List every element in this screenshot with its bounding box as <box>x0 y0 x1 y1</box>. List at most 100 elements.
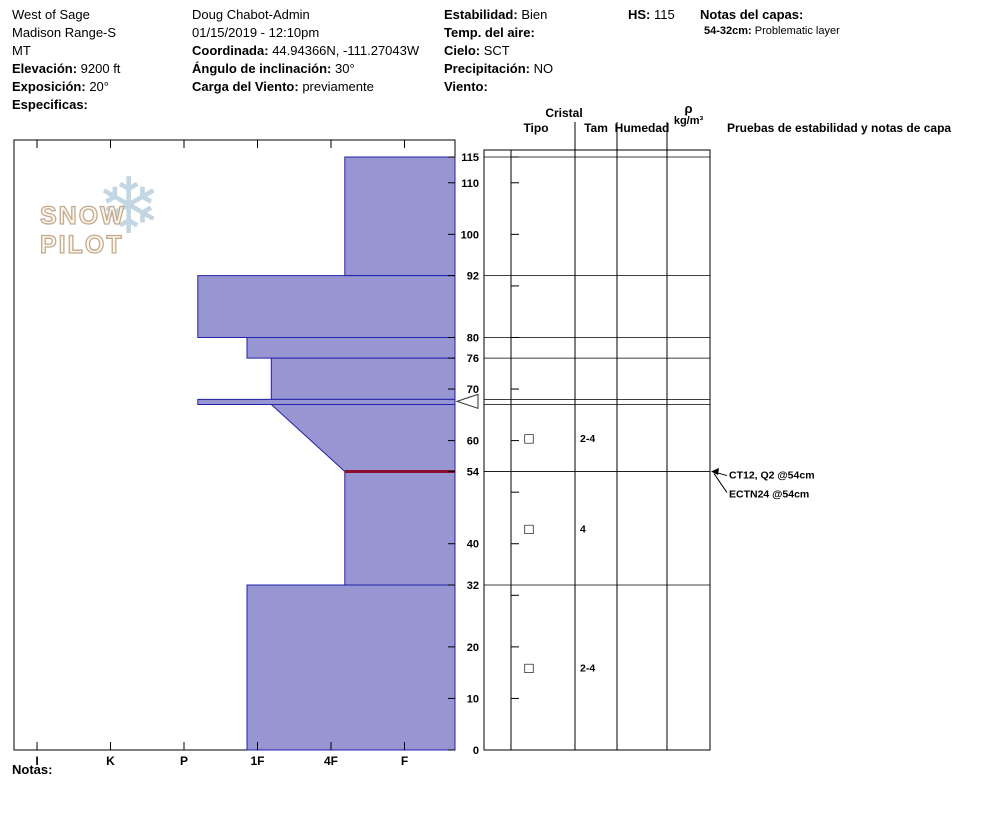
table-header-tam: Tam <box>584 121 608 135</box>
table-header-stability-tests: Pruebas de estabilidad y notas de capa <box>727 121 952 135</box>
grain-size-value: 2-4 <box>580 662 595 674</box>
depth-axis-label: 0 <box>473 745 479 757</box>
stability-test-label: CT12, Q2 @54cm <box>729 470 815 482</box>
grain-size-value: 4 <box>580 523 586 535</box>
hardness-axis-label: P <box>180 754 188 768</box>
snow-layer <box>270 357 456 400</box>
depth-axis-label: 60 <box>467 436 479 448</box>
specifics-row: Especificas: <box>12 96 120 114</box>
precip-value: NO <box>533 61 554 76</box>
grain-type-symbol: □ <box>523 431 534 445</box>
table-header-density-units: kg/m³ <box>673 115 704 127</box>
layer-note-row: 54-32cm: Problematic layer <box>700 24 840 39</box>
stability-label: Estabilidad: <box>444 7 518 22</box>
snow-layer <box>246 584 456 751</box>
wind-loading-label: Carga del Viento: <box>192 79 299 94</box>
snow-layer <box>197 398 456 405</box>
specifics-label: Especificas: <box>12 97 88 112</box>
depth-axis-label: 40 <box>467 539 479 551</box>
snow-layer <box>270 404 456 472</box>
snowpilot-logo: ❄ SNOW PILOT <box>38 162 203 273</box>
table-header-density-symbol: ρ <box>684 101 693 116</box>
layer-of-concern-arrow <box>455 393 479 410</box>
hs-value: 115 <box>654 7 675 22</box>
air-temp-label: Temp. del aire: <box>444 25 535 40</box>
sky-label: Cielo: <box>444 43 481 58</box>
notes-label: Notas: <box>12 762 53 777</box>
hardness-axis-label: I <box>35 754 38 768</box>
depth-axis-label: 54 <box>467 467 480 479</box>
wind-loading-value: previamente <box>302 79 374 94</box>
depth-axis-label: 80 <box>467 332 479 344</box>
grain-type-symbol: □ <box>523 521 534 535</box>
precip-row: Precipitación: NO <box>444 60 553 78</box>
wind-label: Viento: <box>444 79 488 94</box>
depth-axis-label: 32 <box>467 580 479 592</box>
table-header-tipo: Tipo <box>523 121 549 135</box>
pit-name: West of Sage <box>12 7 90 22</box>
table-header-cristal: Cristal <box>545 106 583 120</box>
hardness-axis-label: 1F <box>250 754 264 768</box>
header-layer-notes-block: Notas del capas: 54-32cm: Problematic la… <box>700 6 840 39</box>
test-connector-line <box>715 472 728 477</box>
header-observer-block: Doug Chabot-Admin 01/15/2019 - 12:10pm C… <box>192 6 419 96</box>
stability-value: Bien <box>521 7 548 22</box>
air-temp-row: Temp. del aire: <box>444 24 553 42</box>
hs-row: HS: 115 <box>628 6 675 24</box>
aspect-row: Exposición: 20° <box>12 78 120 96</box>
test-arrow-head <box>711 468 719 476</box>
depth-axis-label: 20 <box>467 642 479 654</box>
grain-type-symbol: □ <box>523 660 534 674</box>
aspect-value: 20° <box>89 79 109 94</box>
grain-size-value: 2-4 <box>580 433 595 445</box>
snow-layer <box>344 471 456 586</box>
elevation-value: 9200 ft <box>80 61 121 76</box>
elevation-row: Elevación: 9200 ft <box>12 60 120 78</box>
header-hs-block: HS: 115 <box>628 6 675 24</box>
slope-angle-label: Ángulo de inclinación: <box>192 61 332 76</box>
hardness-axis-label: 4F <box>324 754 338 768</box>
precip-label: Precipitación: <box>444 61 530 76</box>
depth-axis-label: 110 <box>461 178 479 190</box>
layer-notes-label: Notas del capas: <box>700 7 804 22</box>
slope-angle-row: Ángulo de inclinación: 30° <box>192 60 419 78</box>
sky-row: Cielo: SCT <box>444 42 553 60</box>
observer-name: Doug Chabot-Admin <box>192 7 310 22</box>
state-name: MT <box>12 43 31 58</box>
depth-axis-label: 92 <box>467 271 479 283</box>
range-name: Madison Range-S <box>12 25 117 40</box>
depth-axis-label: 115 <box>461 152 479 164</box>
snow-layer <box>344 156 456 277</box>
elevation-label: Elevación: <box>12 61 78 76</box>
coordinates-label: Coordinada: <box>192 43 269 58</box>
table-header-humedad: Humedad <box>614 121 670 135</box>
slope-angle-value: 30° <box>335 61 355 76</box>
depth-axis-label: 10 <box>467 693 479 705</box>
wind-loading-row: Carga del Viento: previamente <box>192 78 419 96</box>
header-conditions-block: Estabilidad: Bien Temp. del aire: Cielo:… <box>444 6 553 96</box>
hs-label: HS: <box>628 7 651 22</box>
snow-layer <box>246 337 456 359</box>
depth-axis-label: 70 <box>467 384 479 396</box>
depth-axis-label: 100 <box>461 229 479 241</box>
header-location-block: West of Sage Madison Range-S MT Elevació… <box>12 6 120 114</box>
snow-layer <box>197 275 456 338</box>
coordinates-value: 44.94366N, -111.27043W <box>272 43 420 58</box>
stability-row: Estabilidad: Bien <box>444 6 553 24</box>
wind-row: Viento: <box>444 78 553 96</box>
data-table-frame <box>483 149 711 751</box>
layer-note-depth: 54-32cm: <box>704 25 752 37</box>
logo-text: SNOW PILOT <box>39 201 126 259</box>
stability-test-label: ECTN24 @54cm <box>729 489 809 501</box>
sky-value: SCT <box>483 43 510 58</box>
snowflake-icon: ❄ <box>96 162 162 252</box>
layer-notes-title: Notas del capas: <box>700 6 840 24</box>
hardness-axis-label: K <box>106 754 115 768</box>
test-connector-line <box>713 473 728 493</box>
aspect-label: Exposición: <box>12 79 86 94</box>
layer-note-text: Problematic layer <box>754 25 840 37</box>
coordinates-row: Coordinada: 44.94366N, -111.27043W <box>192 42 419 60</box>
hardness-axis-label: F <box>401 754 408 768</box>
